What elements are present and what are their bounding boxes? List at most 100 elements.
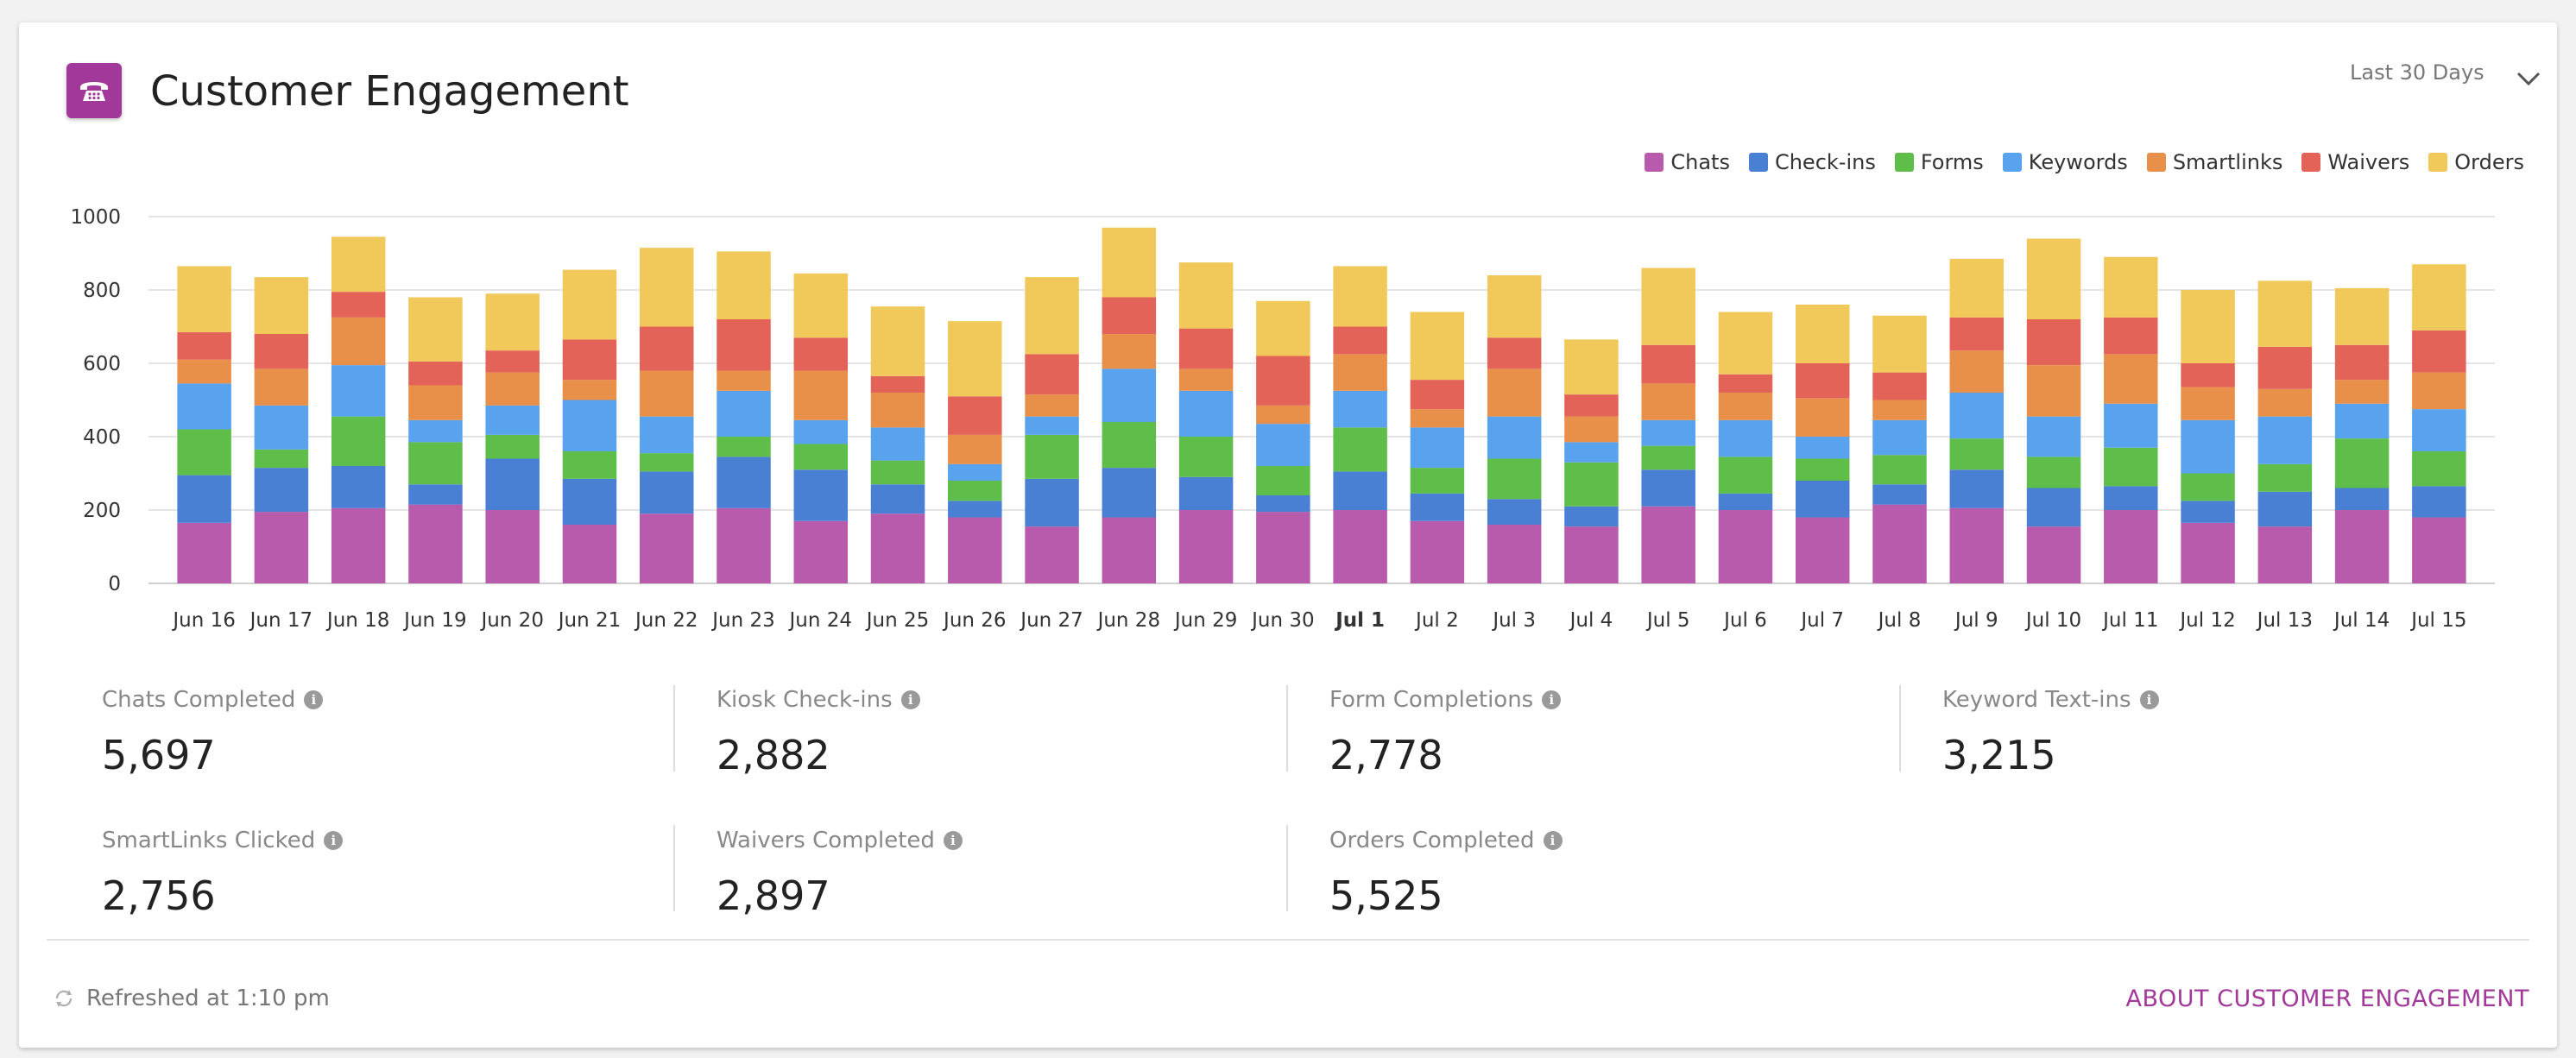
bar-segment[interactable] bbox=[1410, 427, 1465, 469]
bar-segment[interactable] bbox=[1025, 526, 1079, 583]
bar-segment[interactable] bbox=[1564, 394, 1619, 417]
bar-segment[interactable] bbox=[1333, 354, 1387, 391]
bar-segment[interactable] bbox=[331, 507, 386, 583]
bar-segment[interactable] bbox=[1564, 506, 1619, 527]
bar-segment[interactable] bbox=[2412, 486, 2466, 518]
bar-segment[interactable] bbox=[793, 444, 849, 470]
bar-segment[interactable] bbox=[1025, 434, 1079, 479]
bar-segment[interactable] bbox=[1795, 305, 1850, 363]
bar-segment[interactable] bbox=[331, 317, 386, 366]
bar-segment[interactable] bbox=[562, 380, 617, 400]
bar-segment[interactable] bbox=[1718, 374, 1773, 393]
bar-segment[interactable] bbox=[1256, 512, 1310, 583]
bar-segment[interactable] bbox=[639, 326, 694, 371]
bar-segment[interactable] bbox=[485, 350, 540, 373]
bar-segment[interactable] bbox=[2181, 501, 2235, 523]
bar-segment[interactable] bbox=[2257, 388, 2313, 417]
info-icon[interactable]: i bbox=[2139, 690, 2159, 709]
legend-item[interactable]: Forms bbox=[1894, 150, 1984, 174]
about-customer-engagement-link[interactable]: ABOUT CUSTOMER ENGAGEMENT bbox=[2125, 986, 2529, 1012]
bar-segment[interactable] bbox=[1487, 458, 1542, 500]
bar-segment[interactable] bbox=[177, 359, 231, 384]
bar-segment[interactable] bbox=[254, 512, 309, 583]
legend-item[interactable]: Check-ins bbox=[1748, 150, 1876, 174]
bar-segment[interactable] bbox=[2257, 416, 2313, 464]
bar-segment[interactable] bbox=[1872, 419, 1927, 456]
bar-segment[interactable] bbox=[1256, 495, 1310, 513]
bar-segment[interactable] bbox=[1949, 507, 2005, 583]
bar-segment[interactable] bbox=[948, 501, 1002, 518]
bar-segment[interactable] bbox=[2257, 491, 2313, 527]
bar-segment[interactable] bbox=[1025, 354, 1079, 395]
bar-segment[interactable] bbox=[1795, 363, 1850, 399]
bar-segment[interactable] bbox=[1949, 393, 2005, 439]
bar-segment[interactable] bbox=[2181, 290, 2235, 363]
bar-segment[interactable] bbox=[639, 416, 694, 454]
bar-segment[interactable] bbox=[948, 321, 1002, 397]
bar-segment[interactable] bbox=[2181, 387, 2235, 420]
bar-segment[interactable] bbox=[1487, 337, 1542, 369]
bar-segment[interactable] bbox=[331, 365, 386, 417]
bar-segment[interactable] bbox=[1872, 315, 1927, 373]
bar-segment[interactable] bbox=[2026, 526, 2081, 583]
legend-item[interactable]: Chats bbox=[1645, 150, 1730, 174]
bar-segment[interactable] bbox=[1795, 398, 1850, 437]
bar-segment[interactable] bbox=[1564, 442, 1619, 463]
bar-segment[interactable] bbox=[2412, 264, 2466, 331]
bar-segment[interactable] bbox=[793, 520, 849, 583]
bar-segment[interactable] bbox=[1256, 356, 1310, 406]
bar-segment[interactable] bbox=[639, 513, 694, 583]
bar-segment[interactable] bbox=[639, 248, 694, 327]
bar-segment[interactable] bbox=[408, 385, 463, 420]
bar-segment[interactable] bbox=[1178, 390, 1234, 437]
bar-segment[interactable] bbox=[1718, 312, 1773, 375]
bar-segment[interactable] bbox=[1872, 504, 1927, 583]
bar-segment[interactable] bbox=[948, 434, 1002, 464]
bar-segment[interactable] bbox=[408, 361, 463, 386]
bar-segment[interactable] bbox=[1178, 476, 1234, 510]
bar-segment[interactable] bbox=[1564, 339, 1619, 395]
bar-segment[interactable] bbox=[1333, 471, 1387, 510]
bar-segment[interactable] bbox=[331, 416, 386, 466]
info-icon[interactable]: i bbox=[900, 690, 920, 709]
bar-segment[interactable] bbox=[1102, 297, 1157, 335]
bar-segment[interactable] bbox=[948, 396, 1002, 435]
legend-item[interactable]: Smartlinks bbox=[2146, 150, 2282, 174]
info-icon[interactable]: i bbox=[943, 831, 963, 850]
info-icon[interactable]: i bbox=[1543, 831, 1563, 850]
bar-segment[interactable] bbox=[1025, 416, 1079, 435]
bar-segment[interactable] bbox=[2412, 330, 2466, 373]
bar-segment[interactable] bbox=[2181, 419, 2235, 474]
bar-segment[interactable] bbox=[408, 484, 463, 505]
bar-segment[interactable] bbox=[717, 319, 771, 371]
bar-segment[interactable] bbox=[1872, 484, 1927, 505]
bar-segment[interactable] bbox=[1718, 393, 1773, 420]
bar-segment[interactable] bbox=[2257, 280, 2313, 347]
bar-segment[interactable] bbox=[1102, 517, 1157, 584]
bar-segment[interactable] bbox=[1487, 499, 1542, 525]
bar-segment[interactable] bbox=[1256, 300, 1310, 356]
bar-segment[interactable] bbox=[254, 368, 309, 406]
bar-segment[interactable] bbox=[2257, 463, 2313, 492]
bar-segment[interactable] bbox=[1872, 372, 1927, 400]
bar-segment[interactable] bbox=[1333, 326, 1387, 355]
bar-segment[interactable] bbox=[1178, 437, 1234, 477]
bar-segment[interactable] bbox=[1795, 458, 1850, 482]
bar-segment[interactable] bbox=[1102, 422, 1157, 469]
bar-segment[interactable] bbox=[870, 484, 925, 514]
info-icon[interactable]: i bbox=[1542, 690, 1562, 709]
bar-segment[interactable] bbox=[1718, 510, 1773, 583]
bar-segment[interactable] bbox=[1410, 468, 1465, 494]
bar-segment[interactable] bbox=[177, 383, 231, 430]
bar-segment[interactable] bbox=[1102, 334, 1157, 369]
bar-segment[interactable] bbox=[2334, 403, 2390, 439]
bar-segment[interactable] bbox=[948, 481, 1002, 501]
bar-segment[interactable] bbox=[2104, 256, 2158, 318]
bar-segment[interactable] bbox=[1256, 466, 1310, 495]
bar-segment[interactable] bbox=[1102, 468, 1157, 518]
bar-segment[interactable] bbox=[1410, 493, 1465, 521]
bar-segment[interactable] bbox=[1256, 405, 1310, 425]
bar-segment[interactable] bbox=[717, 251, 771, 319]
bar-segment[interactable] bbox=[2104, 317, 2158, 355]
bar-segment[interactable] bbox=[870, 393, 925, 428]
